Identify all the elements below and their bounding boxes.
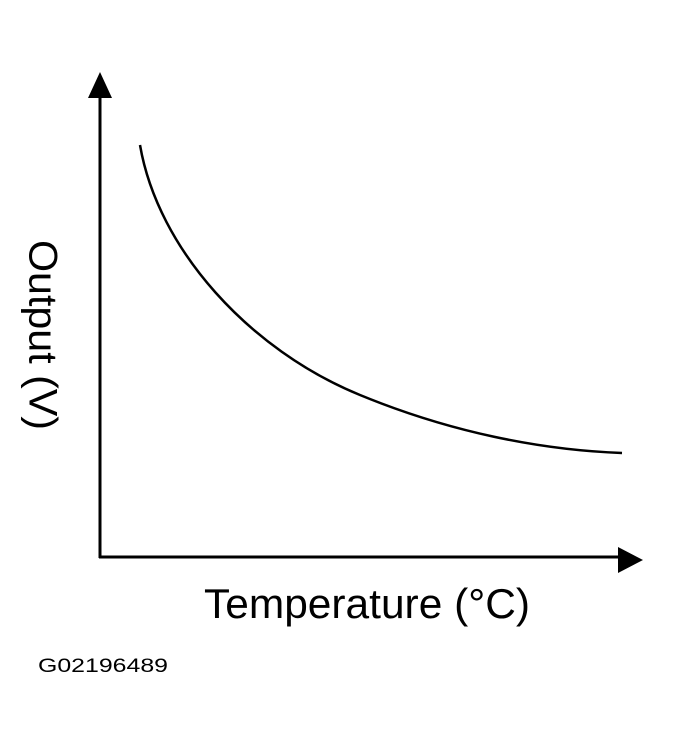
x-axis-arrow [618, 547, 643, 573]
curve [138, 144, 623, 455]
y-axis-arrow [88, 72, 112, 98]
x-axis-label: Temperature (°C) [204, 580, 530, 627]
y-axis-label: Output (V) [20, 240, 64, 430]
figure-id: G02196489 [38, 656, 168, 677]
